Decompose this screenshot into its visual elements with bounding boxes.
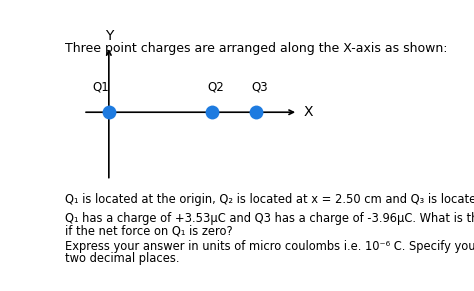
Text: Express your answer in units of micro coulombs i.e. 10⁻⁶ C. Specify your answer : Express your answer in units of micro co… [65, 240, 474, 253]
Text: Y: Y [105, 29, 113, 43]
Text: Q1: Q1 [92, 80, 109, 93]
Text: Q3: Q3 [251, 80, 268, 93]
Text: Q₁ has a charge of +3.53μC and Q3 has a charge of -3.96μC. What is the charge on: Q₁ has a charge of +3.53μC and Q3 has a … [65, 212, 474, 225]
Text: Q₁ is located at the origin, Q₂ is located at x = 2.50 cm and Q₃ is located at x: Q₁ is located at the origin, Q₂ is locat… [65, 193, 474, 206]
Text: Q2: Q2 [207, 80, 224, 93]
Text: X: X [303, 105, 313, 119]
Text: two decimal places.: two decimal places. [65, 252, 179, 265]
Text: if the net force on Q₁ is zero?: if the net force on Q₁ is zero? [65, 224, 232, 237]
Text: Three point charges are arranged along the X-axis as shown:: Three point charges are arranged along t… [65, 42, 447, 55]
